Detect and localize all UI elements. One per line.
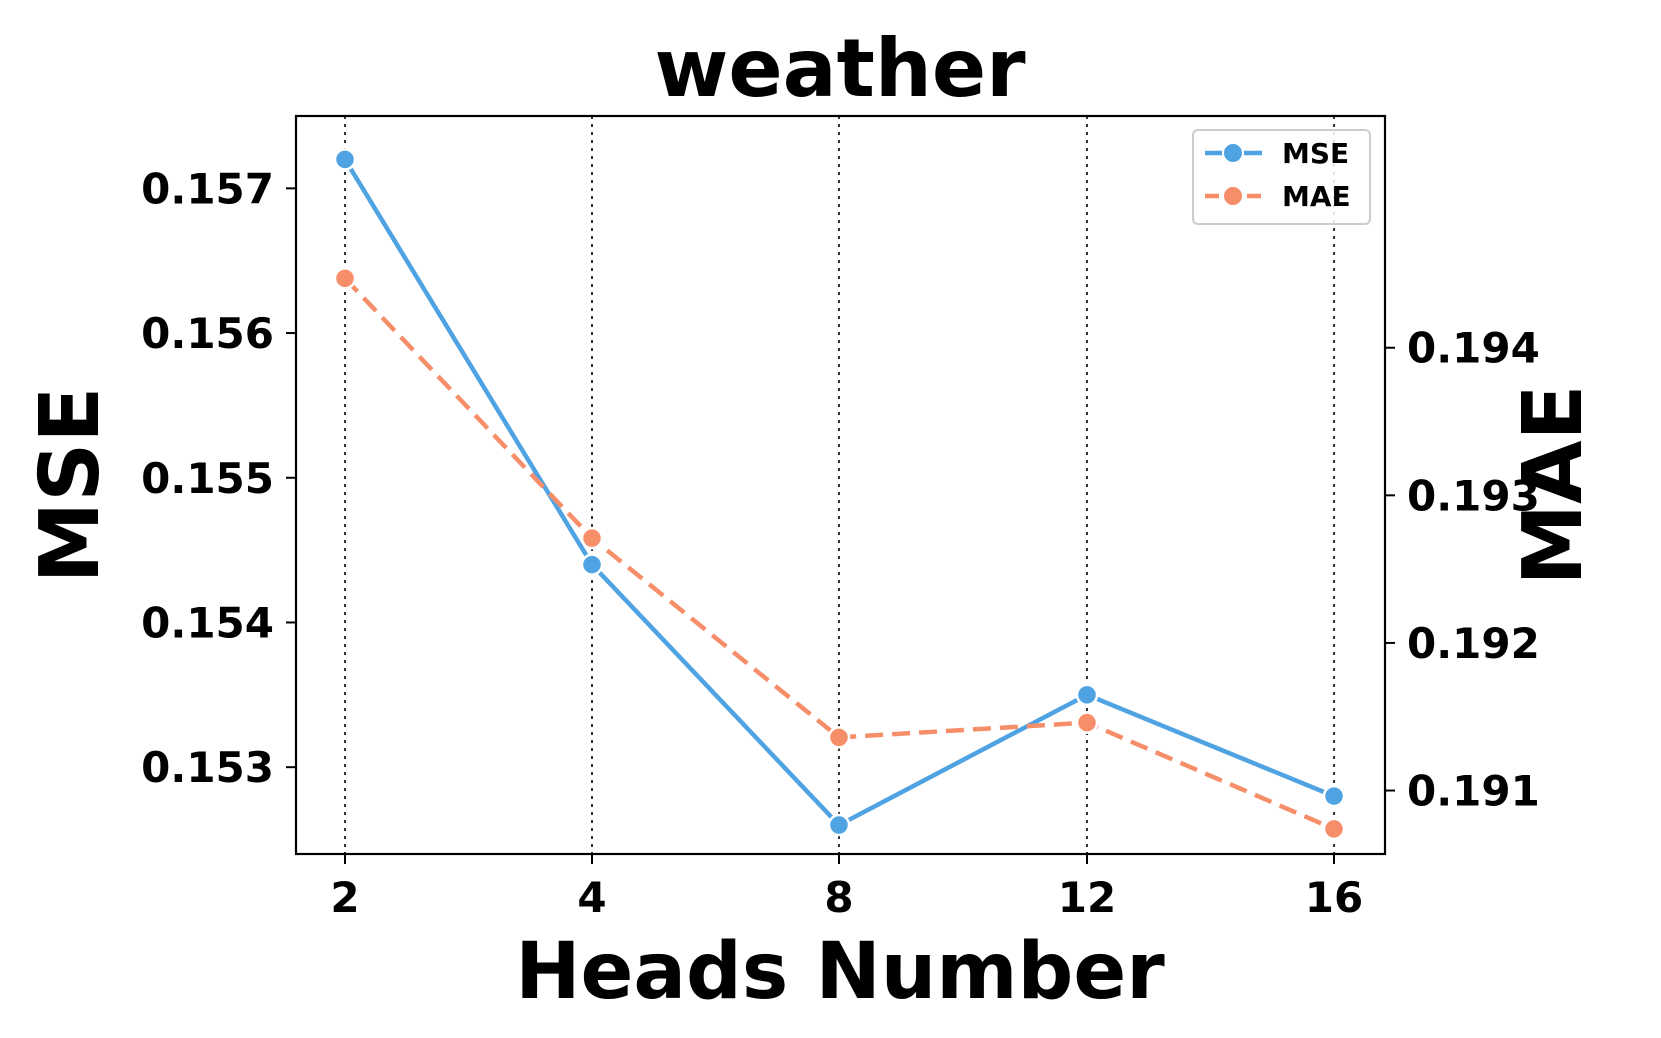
legend-label: MSE (1282, 137, 1349, 170)
data-point-mse (333, 148, 357, 171)
legend-item-mse: MSE (1205, 137, 1349, 170)
data-point-mae (1075, 711, 1099, 734)
y2-tick-label: 0.192 (1407, 619, 1540, 668)
grid-lines (344, 116, 1335, 854)
data-point-mse (1075, 683, 1099, 707)
x-tick-label: 2 (330, 873, 359, 922)
legend-marker (1222, 142, 1244, 164)
y-tick-label: 0.154 (141, 598, 274, 647)
data-point-mae (1322, 817, 1346, 841)
y-tick-label: 0.153 (141, 743, 274, 792)
legend-item-mae: MAE (1205, 180, 1351, 213)
y-axis-label-left: MSE (23, 387, 118, 584)
x-tick-label: 12 (1058, 873, 1116, 922)
y-tick-label: 0.156 (141, 309, 274, 358)
y2-tick-label: 0.194 (1407, 324, 1540, 373)
y-tick-label: 0.155 (141, 454, 274, 503)
plot-frame (294, 114, 1387, 856)
series-mae (333, 267, 1346, 841)
x-tick-label: 8 (824, 873, 853, 922)
chart-title: weather (654, 22, 1026, 115)
series-lines (333, 148, 1346, 841)
data-point-mse (827, 813, 851, 837)
y-tick-label: 0.157 (141, 164, 274, 213)
y-axis-label-right: MAE (1506, 384, 1601, 585)
legend-label: MAE (1282, 180, 1351, 213)
data-point-mae (580, 526, 604, 550)
x-tick-label: 16 (1305, 873, 1363, 922)
x-tick-label: 4 (577, 873, 606, 922)
data-point-mae (333, 267, 357, 290)
data-point-mae (827, 726, 851, 749)
legend: MSE MAE (1192, 129, 1371, 225)
y-axis-left: 0.153 0.154 0.155 0.156 0.157 (141, 164, 296, 792)
y2-tick-label: 0.193 (1407, 471, 1540, 520)
series-mse (333, 148, 1346, 837)
y2-tick-label: 0.191 (1407, 767, 1540, 816)
data-point-mse (580, 553, 604, 576)
y-axis-right: 0.191 0.192 0.193 0.194 (1385, 324, 1540, 816)
x-axis: 2 4 8 12 16 (330, 854, 1363, 922)
x-axis-label: Heads Number (515, 927, 1165, 1017)
legend-marker (1222, 185, 1244, 207)
data-point-mse (1322, 784, 1346, 808)
